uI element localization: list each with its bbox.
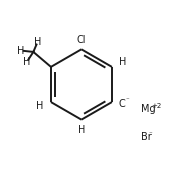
Text: Br: Br: [141, 132, 152, 142]
Text: Mg: Mg: [141, 104, 156, 114]
Text: H: H: [23, 57, 30, 67]
Text: H: H: [78, 125, 85, 135]
Text: C: C: [119, 99, 125, 109]
Text: ⁻: ⁻: [148, 131, 152, 137]
Text: H: H: [36, 102, 44, 111]
Text: Cl: Cl: [77, 35, 86, 45]
Text: ⁻: ⁻: [125, 98, 129, 104]
Text: H: H: [119, 58, 126, 67]
Text: H: H: [17, 46, 25, 55]
Text: +2: +2: [151, 103, 162, 109]
Text: H: H: [34, 37, 41, 47]
